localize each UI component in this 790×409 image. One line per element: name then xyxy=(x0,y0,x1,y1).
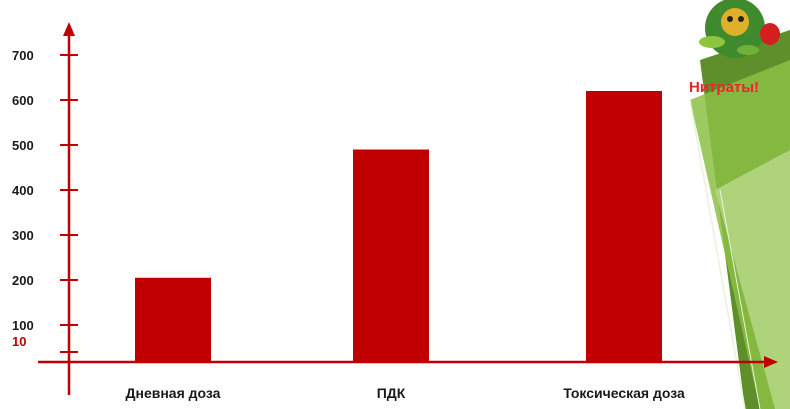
y-axis-arrow xyxy=(63,22,75,36)
badge-label: Нитраты! xyxy=(689,79,759,96)
x-categories: Дневная доза ПДК Токсическая доза xyxy=(126,385,685,401)
x-axis-arrow xyxy=(764,356,778,368)
bars xyxy=(135,91,662,362)
y-tick-label: 700 xyxy=(12,48,34,63)
category-label: ПДК xyxy=(377,385,406,401)
y-tick-label-10: 10 xyxy=(12,334,26,349)
category-label: Дневная доза xyxy=(126,385,221,401)
y-ticks: 100 200 300 400 500 600 700 10 xyxy=(12,48,78,353)
y-tick-label: 600 xyxy=(12,93,34,108)
y-tick-label: 500 xyxy=(12,138,34,153)
nitrates-badge: Нитраты! xyxy=(689,0,780,96)
y-tick-label: 100 xyxy=(12,318,34,333)
y-tick-label: 200 xyxy=(12,273,34,288)
decorative-green-stripes xyxy=(689,30,790,409)
bar-1 xyxy=(135,277,211,362)
bar-2 xyxy=(353,149,429,362)
y-tick-label: 400 xyxy=(12,183,34,198)
category-label: Токсическая доза xyxy=(563,385,685,401)
bar-3 xyxy=(586,91,662,362)
y-tick-label: 300 xyxy=(12,228,34,243)
vegetable-character-icon xyxy=(699,0,780,58)
